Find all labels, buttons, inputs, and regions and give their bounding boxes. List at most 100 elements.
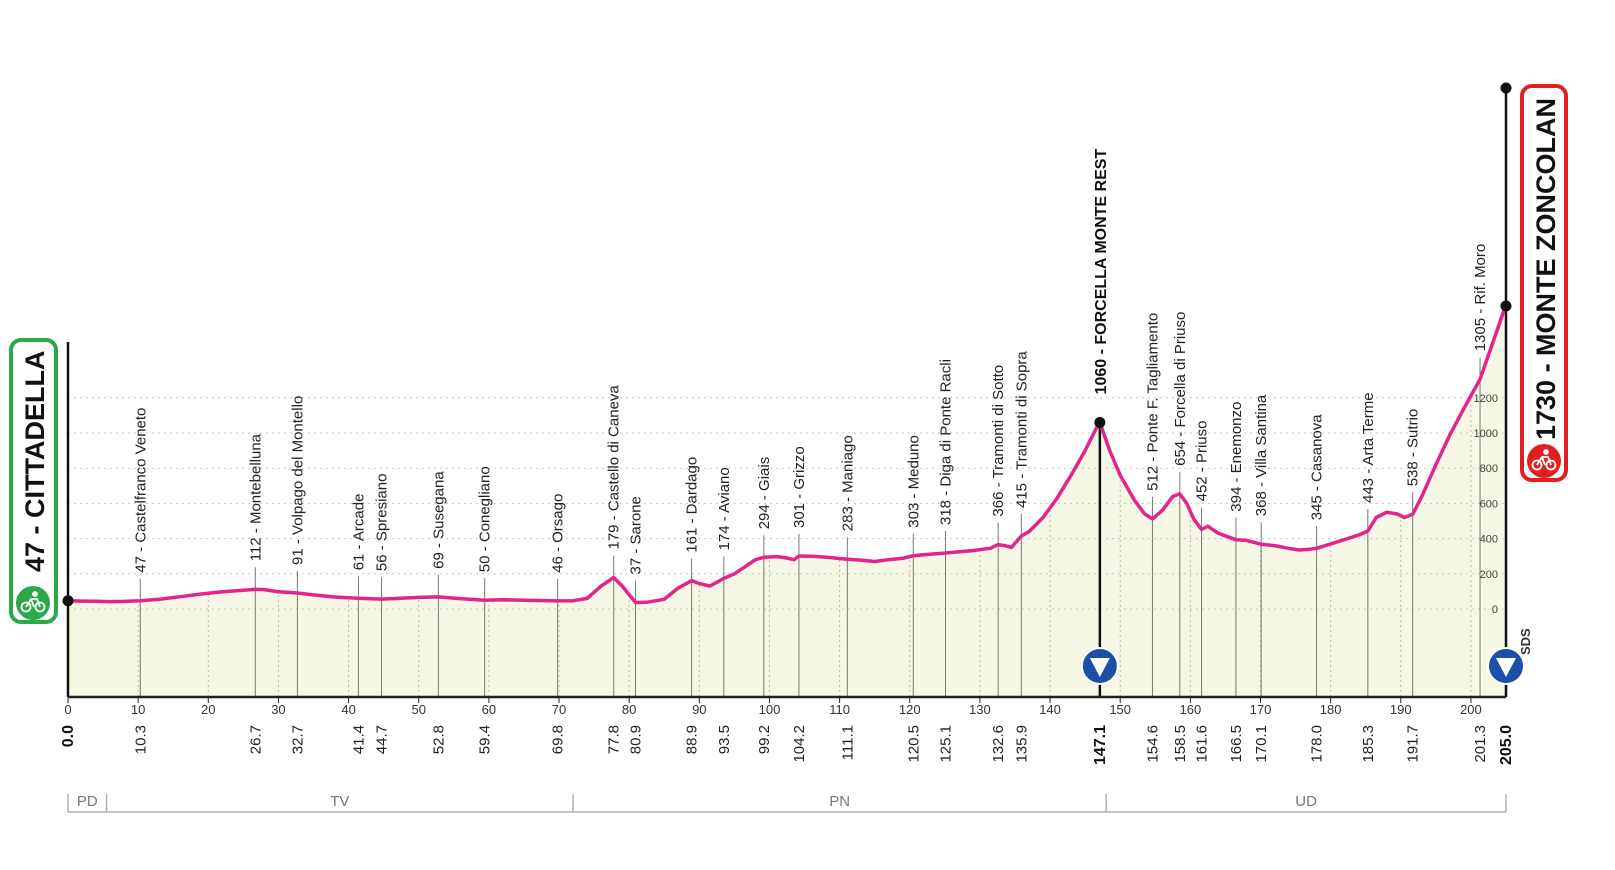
- waypoint-label: 61 - Arcade: [350, 494, 367, 571]
- waypoint-label: 318 - Diga di Ponte Racli: [938, 359, 955, 525]
- km-tick-label: 90: [692, 702, 706, 717]
- waypoint-label: 50 - Conegliano: [477, 466, 494, 572]
- altitude-tick-label: 1000: [1474, 428, 1498, 440]
- km-tick-label: 180: [1320, 702, 1342, 717]
- waypoint-label: 283 - Maniago: [839, 435, 856, 531]
- waypoint-label: 512 - Ponte F. Tagliamento: [1145, 313, 1162, 491]
- finish-bike-glyph: [1531, 449, 1557, 471]
- profile-area: [68, 304, 1506, 697]
- km-tick-label: 190: [1390, 702, 1412, 717]
- km-tick-label: 0: [64, 702, 71, 717]
- waypoint-label: 174 - Aviano: [716, 467, 733, 550]
- waypoint-km-label: 201.3: [1472, 725, 1489, 763]
- climb-label: 1060 - FORCELLA MONTE REST: [1093, 149, 1110, 395]
- altitude-tick-label: 0: [1492, 604, 1498, 616]
- profile-line: [67, 303, 1508, 605]
- km-tick-label: 60: [482, 702, 496, 717]
- waypoint-km-label: 59.4: [477, 725, 494, 754]
- waypoint-label: 443 - Arta Terme: [1360, 392, 1377, 503]
- waypoint-label: 46 - Orsago: [550, 494, 567, 573]
- km-tick-label: 100: [759, 702, 781, 717]
- waypoint-label: 394 - Enemonzo: [1228, 402, 1245, 512]
- start-bike-glyph: [20, 591, 46, 613]
- profile-area-layer: [68, 304, 1506, 697]
- waypoint-label: 294 - Giais: [756, 457, 773, 530]
- km-axis: 0 10 20 30 40 50 60 70 80 90 100 110 120 130 140 150 160…: [64, 695, 1506, 717]
- mountain-gpm-icon: [1080, 647, 1119, 685]
- km-tick-label: 110: [829, 702, 850, 717]
- waypoint-label: 538 - Sutrio: [1405, 409, 1422, 487]
- km-tick-label: 140: [1039, 702, 1061, 717]
- waypoint-km-label: 170.1: [1253, 725, 1270, 763]
- waypoint-label: 37 - Sarone: [628, 496, 645, 574]
- mountain-gpm-icon: [1487, 647, 1525, 685]
- waypoint-label: 415 - Tramonti di Sopra: [1013, 351, 1030, 508]
- waypoint-km-label: 44.7: [374, 725, 391, 754]
- province-label: PN: [829, 793, 850, 810]
- waypoint-km-label: 120.5: [905, 725, 922, 763]
- province-label: UD: [1295, 793, 1317, 810]
- km-tick-label: 130: [969, 702, 991, 717]
- waypoint-km-label: 88.9: [684, 725, 701, 754]
- altitude-tick-label: 800: [1480, 463, 1498, 475]
- waypoint-label: 112 - Montebelluna: [247, 433, 264, 561]
- waypoint-km-label: 80.9: [628, 725, 645, 754]
- summit-point: [1094, 416, 1106, 428]
- waypoint-label: 345 - Casanova: [1309, 414, 1326, 521]
- waypoint-km-label: 99.2: [756, 725, 773, 754]
- finish-top-point: [1500, 82, 1512, 94]
- waypoint-km-label: 154.6: [1145, 725, 1162, 763]
- altitude-tick-label: 600: [1480, 498, 1498, 510]
- waypoint-km-label: 135.9: [1013, 725, 1030, 763]
- km-tick-label: 10: [131, 702, 145, 717]
- km-tick-label: 70: [552, 702, 566, 717]
- climb-markers: 1060 - FORCELLA MONTE REST: [1080, 149, 1525, 685]
- finish-point: [1500, 300, 1512, 312]
- waypoint-km-label: 178.0: [1309, 725, 1326, 763]
- waypoint-label: 303 - Meduno: [905, 435, 922, 528]
- km-tick-label: 120: [899, 702, 921, 717]
- waypoint-km-label: 166.5: [1228, 725, 1245, 763]
- waypoint-km-label: 161.6: [1194, 725, 1211, 763]
- altitude-tick-label: 1200: [1474, 393, 1498, 405]
- waypoint-km-label: 93.5: [716, 725, 733, 754]
- province-label: TV: [330, 793, 349, 810]
- gpm-triangle: [1496, 658, 1516, 677]
- waypoint-km-label: 125.1: [938, 725, 955, 763]
- waypoint-km-label: 52.8: [430, 725, 447, 754]
- waypoint-km-label: 32.7: [289, 725, 306, 754]
- waypoint-km-label: 111.1: [839, 725, 856, 760]
- waypoint-km-label: 77.8: [606, 725, 623, 754]
- altitude-tick-label: 200: [1480, 569, 1498, 581]
- waypoint-km-label: 104.2: [791, 725, 808, 763]
- waypoint-km-label: 41.4: [350, 725, 367, 754]
- waypoint-labels: 47 - Castelfranco Veneto 112 - Montebellu…: [132, 244, 1489, 575]
- km-tick-label: 150: [1109, 702, 1131, 717]
- sds-label: SDS: [1518, 628, 1533, 655]
- province-bar: PD TV PN UD: [67, 793, 1507, 813]
- km-tick-label: 160: [1179, 702, 1201, 717]
- km-tick-label: 40: [341, 702, 355, 717]
- profile-line-layer: [62, 82, 1512, 607]
- province-label: PD: [77, 793, 98, 810]
- finish-label: 1730 - MONTE ZONCOLAN: [1531, 98, 1561, 440]
- altitude-scale: 0 200 400 600 800 1000 1200 SDS: [1474, 393, 1533, 655]
- waypoint-label: 368 - Villa Santina: [1253, 394, 1270, 516]
- waypoint-label: 161 - Dardago: [684, 457, 701, 553]
- finish-badge: 1730 - MONTE ZONCOLAN: [1520, 84, 1568, 482]
- waypoint-km-label: 132.6: [990, 725, 1007, 763]
- waypoint-label: 69 - Susegana: [430, 471, 447, 569]
- waypoint-label: 452 - Priuso: [1194, 421, 1211, 502]
- waypoint-label: 91 - Volpago del Montello: [289, 396, 306, 565]
- waypoint-km-label: 147.1: [1092, 725, 1109, 765]
- start-badge: 47 - CITTADELLA: [9, 338, 58, 624]
- waypoint-km-label: 158.5: [1172, 725, 1189, 763]
- waypoint-label: 179 - Castello di Caneva: [606, 385, 623, 550]
- waypoint-km-label: 191.7: [1405, 725, 1422, 763]
- waypoint-label: 654 - Forcella di Priuso: [1172, 312, 1189, 466]
- start-point: [62, 595, 74, 607]
- waypoint-km-label: 185.3: [1360, 725, 1377, 763]
- waypoint-label: 47 - Castelfranco Veneto: [132, 408, 149, 573]
- waypoint-label: 56 - Spresiano: [374, 474, 391, 572]
